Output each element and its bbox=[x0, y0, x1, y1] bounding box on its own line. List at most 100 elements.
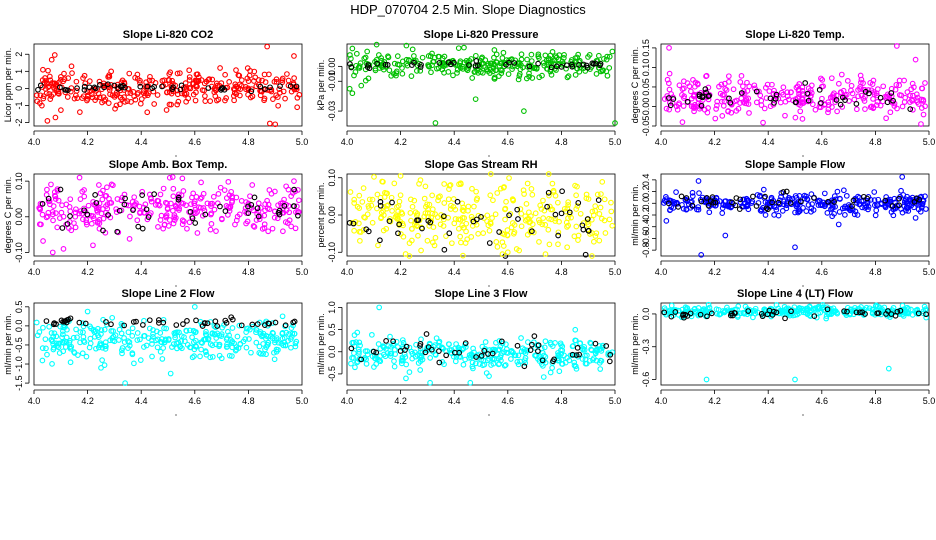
x-tick-label: 4.4 bbox=[135, 396, 148, 406]
data-point bbox=[455, 45, 462, 52]
data-point-selected bbox=[43, 318, 50, 324]
data-point bbox=[385, 54, 392, 61]
data-point-selected bbox=[373, 349, 380, 356]
y-axis-label: ml/min per min. bbox=[630, 184, 640, 246]
data-point bbox=[191, 346, 198, 353]
data-point bbox=[163, 212, 170, 218]
data-point bbox=[295, 187, 301, 193]
data-point bbox=[601, 217, 608, 224]
data-point bbox=[90, 213, 96, 219]
plot-frame bbox=[33, 302, 303, 386]
data-point-selected bbox=[173, 322, 180, 328]
data-point bbox=[47, 96, 54, 102]
xlab-mark bbox=[802, 155, 804, 157]
data-point bbox=[436, 342, 442, 349]
data-point-selected bbox=[888, 90, 895, 96]
data-point bbox=[408, 73, 415, 79]
data-point bbox=[273, 348, 280, 355]
data-point bbox=[389, 208, 395, 214]
data-point bbox=[554, 199, 561, 206]
data-point bbox=[102, 346, 109, 352]
xlab-mark bbox=[488, 285, 490, 287]
y-tick-label: 0.00 bbox=[641, 98, 651, 116]
data-point-selected bbox=[184, 318, 190, 324]
data-point bbox=[66, 203, 73, 210]
data-point-selected bbox=[441, 213, 447, 220]
data-point bbox=[33, 319, 40, 326]
data-point bbox=[500, 49, 507, 56]
x-tick-label: 5.0 bbox=[609, 267, 622, 277]
data-point bbox=[134, 337, 141, 343]
data-point bbox=[361, 55, 368, 62]
data-point bbox=[263, 351, 269, 358]
data-point-selected bbox=[539, 357, 546, 364]
data-point bbox=[809, 201, 815, 208]
data-point bbox=[606, 53, 613, 60]
data-point bbox=[169, 207, 176, 214]
data-point bbox=[714, 102, 720, 109]
data-point bbox=[195, 78, 202, 85]
data-point-selected bbox=[703, 194, 710, 201]
data-point bbox=[279, 77, 285, 84]
data-point bbox=[537, 202, 544, 209]
outlier-point bbox=[792, 376, 798, 383]
plot-frame bbox=[660, 173, 930, 257]
data-point bbox=[189, 334, 195, 341]
data-point bbox=[414, 223, 421, 229]
data-point bbox=[229, 325, 236, 331]
plot-frame bbox=[33, 43, 303, 127]
data-point bbox=[892, 86, 899, 93]
data-point-selected bbox=[802, 80, 809, 86]
data-point bbox=[132, 74, 138, 81]
data-point bbox=[179, 175, 186, 182]
data-point-selected bbox=[697, 311, 704, 318]
data-point bbox=[360, 227, 367, 233]
data-point bbox=[676, 82, 683, 89]
data-point bbox=[79, 350, 86, 357]
data-point bbox=[541, 62, 548, 69]
data-point bbox=[719, 113, 726, 119]
data-point bbox=[780, 307, 787, 314]
data-point bbox=[351, 350, 357, 357]
data-point bbox=[548, 61, 554, 67]
data-point bbox=[564, 354, 571, 361]
data-point bbox=[447, 182, 454, 188]
data-point bbox=[439, 344, 445, 351]
data-point bbox=[663, 105, 670, 112]
data-point bbox=[37, 92, 44, 99]
data-point bbox=[348, 360, 354, 367]
data-point bbox=[108, 181, 115, 188]
outlier-point bbox=[264, 43, 271, 50]
data-point-selected bbox=[473, 216, 480, 223]
data-point bbox=[147, 210, 154, 216]
data-point bbox=[90, 327, 97, 333]
data-point bbox=[523, 201, 530, 207]
data-point bbox=[217, 65, 223, 71]
data-point bbox=[527, 219, 534, 225]
data-point bbox=[386, 67, 393, 74]
data-point bbox=[40, 238, 46, 244]
data-point bbox=[464, 236, 471, 243]
data-point-selected bbox=[769, 199, 775, 206]
data-point bbox=[122, 98, 128, 105]
data-point-selected bbox=[529, 228, 535, 235]
data-point bbox=[814, 305, 820, 311]
data-point bbox=[192, 329, 199, 336]
data-point-selected bbox=[37, 82, 44, 89]
data-point bbox=[487, 70, 493, 76]
y-tick-label: -0.4 bbox=[641, 219, 651, 235]
data-point bbox=[243, 220, 249, 227]
data-point bbox=[51, 330, 58, 337]
data-point bbox=[825, 99, 832, 106]
data-point bbox=[472, 52, 479, 59]
data-point-selected bbox=[665, 200, 672, 207]
data-point bbox=[797, 102, 803, 108]
data-point bbox=[511, 62, 518, 69]
data-point bbox=[152, 202, 159, 208]
data-point bbox=[269, 335, 276, 342]
data-point bbox=[81, 339, 88, 345]
data-point bbox=[264, 341, 271, 348]
data-point-selected bbox=[569, 351, 576, 358]
outlier-point bbox=[122, 380, 128, 386]
data-point bbox=[148, 198, 155, 205]
